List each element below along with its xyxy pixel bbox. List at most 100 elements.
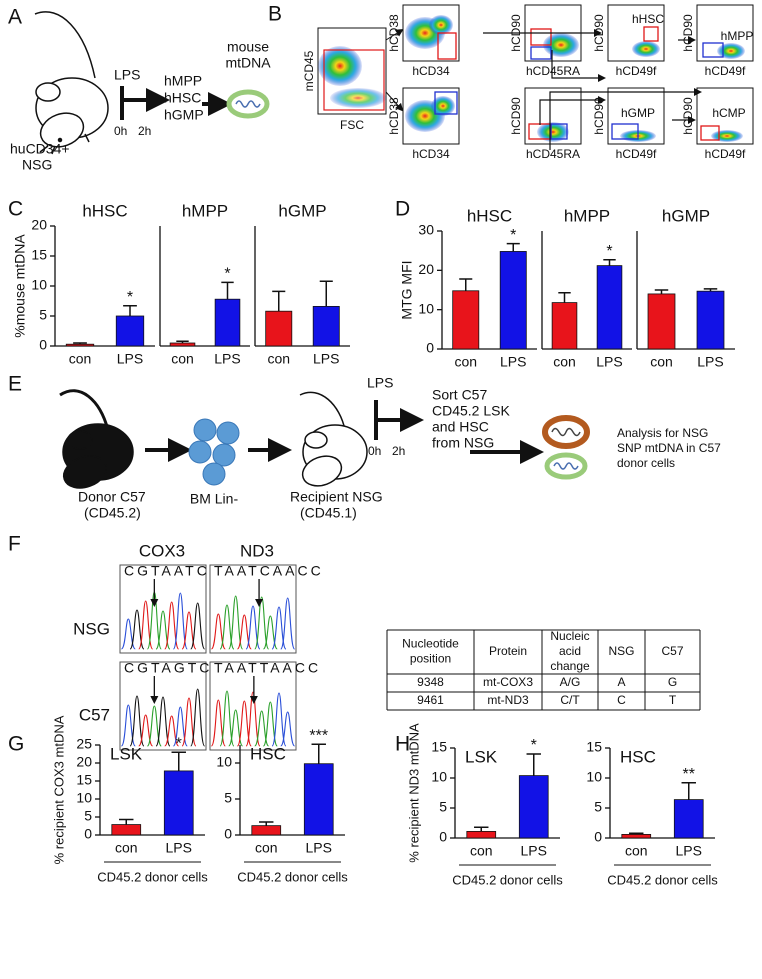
- y-axis-label: hCD90: [592, 97, 606, 135]
- chart-title: HSC: [620, 747, 656, 766]
- error-bar: [526, 753, 541, 776]
- x-tick-label: LPS: [117, 351, 143, 367]
- y-tick-label: 25: [76, 736, 92, 752]
- analysis-label: donor cells: [617, 456, 675, 470]
- table-cell: 9348: [417, 675, 444, 689]
- error-bar: [474, 826, 489, 832]
- gate: [530, 46, 552, 60]
- gate-label: hCMP: [712, 106, 745, 120]
- y-tick-label: 5: [84, 808, 92, 824]
- table-header: change: [550, 659, 590, 673]
- panel-label: A: [8, 6, 22, 29]
- chart-title: LSK: [465, 747, 498, 766]
- gate-label: hHSC: [632, 12, 664, 26]
- error-bar: [176, 340, 189, 343]
- chromatogram: [209, 661, 297, 751]
- error-bar: [123, 305, 137, 316]
- x-tick-label: con: [255, 840, 278, 856]
- x-tick-label: LPS: [596, 354, 622, 370]
- y-axis-label: hCD90: [681, 14, 695, 52]
- table-cell: T: [669, 693, 677, 707]
- error-bar: [703, 288, 718, 292]
- y-tick-label: 10: [216, 754, 232, 770]
- mitochondrion-icon: [542, 415, 590, 480]
- strain-label: C57: [79, 705, 110, 724]
- peak: [245, 691, 261, 747]
- bar: [518, 775, 549, 839]
- error-bar: [459, 278, 473, 291]
- table-cell: A/G: [560, 675, 581, 689]
- arrow: [549, 88, 702, 150]
- y-tick-label: 5: [594, 799, 602, 815]
- sort-label: from NSG: [432, 435, 494, 451]
- y-axis-label: mCD45: [302, 50, 316, 91]
- table-cell: G: [668, 675, 677, 689]
- significance-label: *: [531, 737, 537, 754]
- table-cell: mt-COX3: [483, 675, 533, 689]
- significance-label: *: [224, 266, 230, 283]
- y-tick-label: 5: [439, 799, 447, 815]
- peak: [254, 596, 270, 650]
- host-label: huCD34+: [10, 141, 70, 157]
- x-tick-label: con: [553, 354, 576, 370]
- x-tick-label: LPS: [306, 840, 332, 856]
- error-bar: [221, 281, 234, 300]
- x-tick-label: con: [267, 351, 290, 367]
- sequence: CGTAATCTG: [124, 563, 235, 579]
- bar: [163, 770, 194, 836]
- chart-title: hHSC: [82, 201, 127, 220]
- flow-density: [717, 43, 745, 59]
- population-label: hMPP: [164, 73, 202, 89]
- y-axis-label: MTG MFI: [399, 260, 415, 319]
- bar: [251, 825, 282, 836]
- x-axis-label: hCD49f: [616, 147, 657, 161]
- x-tick-label: LPS: [697, 354, 723, 370]
- x-tick-label: LPS: [313, 351, 339, 367]
- gate: [700, 125, 720, 141]
- host-label: NSG: [22, 157, 52, 173]
- strain-label: NSG: [73, 619, 110, 638]
- table-header: Nucleotide: [402, 637, 459, 651]
- y-tick-label: 0: [594, 829, 602, 845]
- y-tick-label: 0: [439, 829, 447, 845]
- gate: [643, 26, 659, 42]
- bar: [169, 342, 196, 347]
- bar: [452, 290, 480, 350]
- sequence: TAATCAACC: [214, 563, 324, 579]
- flow-density: [537, 122, 569, 142]
- chart-title: HSC: [250, 744, 286, 763]
- significance-label: ***: [309, 727, 328, 744]
- mouse-icon: [34, 11, 109, 155]
- chart-title: hGMP: [662, 206, 710, 225]
- gate: [437, 32, 457, 60]
- bar: [111, 824, 142, 836]
- bar: [673, 799, 704, 839]
- peak: [155, 696, 171, 747]
- x-tick-label: con: [171, 351, 194, 367]
- treatment-arrow: [374, 400, 412, 440]
- table-cell: C/T: [560, 693, 580, 707]
- panel-label: F: [8, 533, 21, 556]
- recipient-label: (CD45.1): [300, 505, 357, 521]
- gene-label: ND3: [240, 541, 274, 560]
- table-header: Nucleic: [550, 629, 589, 643]
- y-axis-label: hCD90: [681, 97, 695, 135]
- y-tick-label: 0: [426, 340, 434, 356]
- peak: [190, 688, 206, 747]
- table-header: Protein: [489, 644, 527, 658]
- bar: [621, 834, 652, 839]
- x-tick-label: LPS: [214, 351, 240, 367]
- error-bar: [506, 242, 520, 252]
- y-tick-label: 10: [586, 769, 602, 785]
- gate-label: hGMP: [621, 106, 655, 120]
- error-bar: [603, 258, 616, 266]
- x-axis-label: CD45.2 donor cells: [97, 869, 208, 884]
- arrow: [539, 96, 606, 125]
- y-tick-label: 10: [431, 769, 447, 785]
- error-bar: [681, 782, 696, 800]
- bar: [696, 290, 725, 350]
- chart-title: hHSC: [467, 206, 512, 225]
- chromatogram: [209, 564, 297, 654]
- time-label: 2h: [392, 444, 405, 458]
- x-tick-label: con: [115, 840, 138, 856]
